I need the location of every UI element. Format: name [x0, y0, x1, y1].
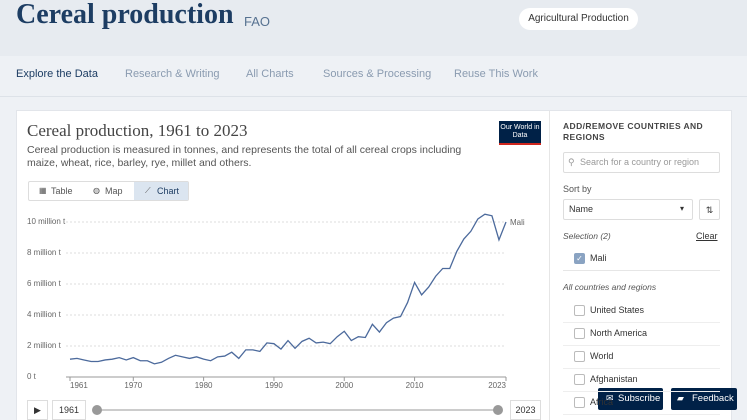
y-tick-label: 2 million t [27, 341, 62, 350]
view-tab[interactable]: Map [105, 186, 123, 196]
sort-value: Name [569, 204, 594, 214]
all-label: All countries and regions [563, 282, 657, 292]
country[interactable]: United States [590, 305, 645, 315]
chart: 0 t 2 million t 4 million t 6 million t 8 mi… [27, 213, 525, 390]
timeline-handle[interactable] [92, 405, 102, 415]
search-box[interactable] [563, 152, 720, 173]
y-tick-label: 4 million t [27, 310, 62, 319]
checkbox[interactable] [574, 305, 585, 316]
chart-subtitle: Cereal production is measured in tonnes,… [27, 144, 462, 169]
logo[interactable]: Our World in Data [499, 121, 541, 145]
sidebar-heading: ADD/REMOVE COUNTRIES AND REGIONS [563, 121, 704, 142]
x-tick-label: 1961 [70, 381, 88, 390]
view-tab-icon: ◍ [93, 186, 100, 195]
tab[interactable]: Explore the Data [16, 68, 98, 80]
view-tab-icon: ⟋ [145, 186, 151, 195]
timeline-end[interactable]: 2023 [510, 400, 541, 420]
x-tick-label: 1970 [124, 381, 142, 390]
tab[interactable]: Sources & Processing [323, 68, 432, 80]
row-rule [563, 368, 720, 369]
checkbox-checked[interactable]: ✓ [574, 253, 585, 264]
source: FAO [244, 14, 271, 29]
clear-link[interactable]: Clear [696, 231, 718, 241]
timeline-handle[interactable] [493, 405, 503, 415]
sort-dropdown[interactable] [563, 199, 693, 220]
checkbox[interactable] [574, 351, 585, 362]
y-tick-label: 6 million t [27, 279, 62, 288]
active-view [134, 182, 188, 200]
row-rule [563, 322, 720, 323]
feedback-label: Feedback [692, 393, 734, 404]
series-label: Mali [510, 218, 525, 227]
y-tick-label: 0 t [27, 372, 37, 381]
selection-label: Selection (2) [563, 231, 611, 241]
row-rule [563, 414, 720, 415]
x-tick-label: 2023 [488, 381, 506, 390]
x-tick-label: 1990 [265, 381, 283, 390]
view-tab[interactable]: Chart [157, 186, 180, 196]
search-icon: ⚲ [568, 157, 575, 167]
play-button[interactable]: ▶ [27, 400, 48, 420]
chart-title: Cereal production, 1961 to 2023 [27, 121, 248, 140]
country[interactable]: North America [590, 328, 648, 338]
tab[interactable]: Reuse This Work [454, 68, 538, 80]
view-tabs [28, 181, 189, 201]
subscribe-button[interactable] [598, 388, 663, 410]
tab-rule [0, 96, 747, 97]
tab[interactable]: Research & Writing [125, 68, 220, 80]
row-rule [563, 391, 720, 392]
view-tab-icon: ▦ [39, 186, 47, 195]
checkbox[interactable] [574, 328, 585, 339]
subscribe-icon: ✉ [606, 393, 614, 403]
checkbox[interactable] [574, 374, 585, 385]
checkbox[interactable] [574, 397, 585, 408]
page-title: Cereal production [16, 0, 234, 30]
selected-country[interactable]: Mali [590, 253, 607, 263]
tab[interactable]: All Charts [246, 68, 294, 80]
x-tick-label: 2010 [406, 381, 424, 390]
y-tick-label: 8 million t [27, 248, 62, 257]
subscribe-label: Subscribe [618, 393, 661, 404]
sort-label: Sort by [563, 184, 592, 194]
divider [549, 111, 550, 420]
feedback-button[interactable] [671, 388, 737, 410]
timeline-start[interactable]: 1961 [52, 400, 86, 420]
country[interactable]: Afghanistan [590, 374, 638, 384]
topic-tag[interactable]: Agricultural Production [519, 8, 638, 30]
caret: ▾ [680, 204, 685, 213]
row-rule [563, 270, 720, 271]
row-rule [563, 345, 720, 346]
feedback-icon: ▰ [677, 393, 684, 403]
y-tick-label: 10 million t [27, 217, 66, 226]
search-placeholder: Search for a country or region [580, 157, 700, 167]
country[interactable]: World [590, 351, 614, 361]
x-tick-label: 2000 [335, 381, 353, 390]
sort-order[interactable]: ⇅ [699, 199, 720, 220]
view-tab[interactable]: Table [51, 186, 73, 196]
line [69, 213, 507, 365]
x-tick-label: 1980 [195, 381, 213, 390]
country[interactable]: Africa [590, 397, 614, 407]
timeline-track [98, 409, 498, 411]
